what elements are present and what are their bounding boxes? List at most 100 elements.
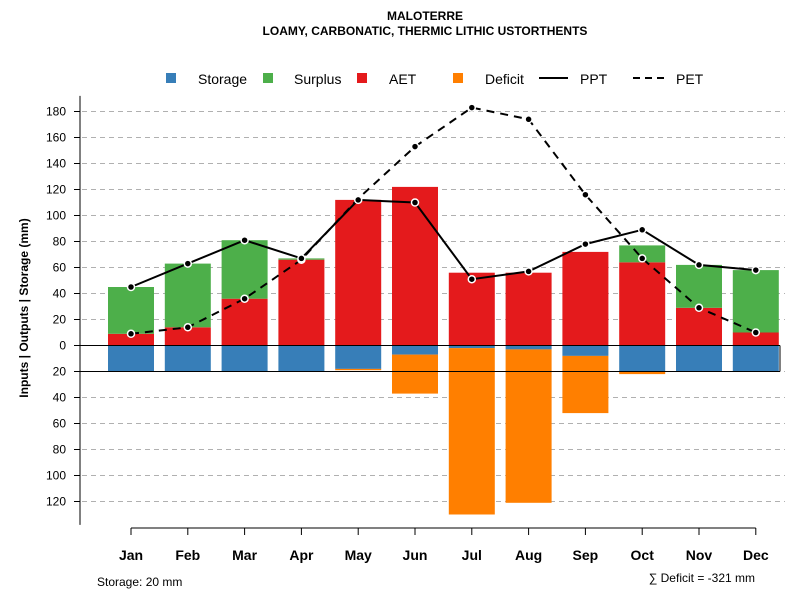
legend: Storage Surplus AET Deficit PPT PET — [166, 71, 704, 87]
chart-subtitle: LOAMY, CARBONATIC, THERMIC LITHIC USTORT… — [263, 24, 588, 38]
deficit-bar — [562, 355, 609, 414]
storage-bar — [221, 345, 268, 372]
ppt-point — [353, 195, 363, 205]
ppt-point — [524, 267, 533, 276]
y-tick-label: 80 — [53, 235, 67, 249]
pet-point — [694, 303, 704, 313]
storage-bar — [108, 345, 154, 372]
y-tick-label: 100 — [46, 209, 66, 223]
ppt-point — [581, 239, 590, 249]
y-tick-label: 0 — [59, 339, 66, 353]
ppt-point — [297, 254, 306, 263]
legend-swatch-deficit — [453, 73, 463, 83]
zero-line — [80, 345, 781, 372]
y-tick-label: 100 — [46, 469, 66, 483]
aet-bar — [164, 327, 211, 346]
pet-point — [751, 328, 761, 337]
deficit-total-note: ∑ Deficit = -321 mm — [649, 571, 755, 585]
x-tick-label: Aug — [515, 547, 542, 563]
legend-swatch-aet — [357, 73, 367, 83]
x-tick-label: Jul — [462, 547, 482, 563]
x-tick-label: May — [345, 547, 372, 563]
aet-bar — [392, 186, 438, 346]
aet-bar — [676, 307, 722, 346]
ppt-line — [130, 198, 756, 288]
surplus-bar — [108, 287, 154, 334]
storage-bar — [335, 345, 382, 369]
aet-bar — [335, 199, 382, 346]
x-tick-label: Mar — [232, 547, 257, 563]
y-tick-label: 180 — [46, 105, 66, 119]
storage-bar — [164, 345, 211, 372]
chart-title: MALOTERRE — [387, 9, 463, 23]
surplus-bar — [221, 240, 268, 299]
legend-swatch-surplus — [263, 73, 273, 83]
pet-point — [126, 329, 136, 339]
deficit-bar — [335, 368, 382, 371]
bars — [108, 186, 779, 515]
legend-label-deficit: Deficit — [485, 71, 524, 87]
aet-bar — [505, 272, 552, 346]
aet-bar — [562, 251, 609, 346]
x-tick-label: Feb — [175, 547, 200, 563]
y-axis-label: Inputs | Outputs | Storage (mm) — [17, 218, 31, 397]
y-tick-label: 140 — [46, 157, 66, 171]
ppt-point — [751, 265, 761, 275]
legend-label-pet: PET — [676, 71, 704, 87]
pet-point — [637, 254, 647, 263]
pet-point — [410, 142, 420, 151]
x-tick-label: Jan — [119, 547, 143, 563]
storage-bar — [732, 345, 779, 372]
pet-point — [240, 294, 249, 303]
storage-bar — [505, 345, 552, 350]
surplus-bar — [164, 263, 211, 328]
storage-bar — [392, 345, 438, 355]
storage-note: Storage: 20 mm — [97, 575, 182, 589]
pet-point — [581, 190, 590, 199]
pet-point — [183, 323, 193, 332]
y-tick-label: 120 — [46, 495, 66, 509]
deficit-bar — [448, 348, 495, 515]
legend-swatch-storage — [166, 73, 176, 83]
y-tick-label: 40 — [53, 287, 67, 301]
lines — [126, 103, 761, 339]
y-axis: 180 160 140 120 100 80 60 40 20 0 20 40 60 80 100 120 — [46, 95, 81, 525]
ppt-point — [240, 235, 249, 245]
legend-label-aet: AET — [389, 71, 417, 87]
ppt-point — [183, 259, 193, 268]
x-axis: Jan Feb Mar Apr May Jun Jul Aug Sep Oct Nov Dec — [119, 527, 769, 563]
ppt-point — [126, 282, 136, 292]
x-tick-label: Nov — [686, 547, 713, 563]
x-tick-label: Apr — [289, 547, 314, 563]
storage-bar — [619, 345, 666, 372]
storage-bar — [562, 345, 609, 356]
ppt-point — [467, 274, 477, 284]
ppt-point — [637, 225, 647, 235]
aet-bar — [278, 259, 325, 346]
storage-bar — [278, 345, 325, 372]
aet-bar — [619, 262, 666, 346]
legend-label-surplus: Surplus — [294, 71, 341, 87]
y-tick-label: 40 — [53, 391, 67, 405]
ppt-point — [694, 260, 704, 270]
y-tick-label: 20 — [53, 313, 67, 327]
y-tick-label: 120 — [46, 183, 66, 197]
pet-point — [467, 103, 477, 112]
x-tick-label: Jun — [403, 547, 428, 563]
deficit-bar — [619, 371, 666, 375]
surplus-bar — [619, 245, 666, 263]
aet-bar — [108, 333, 154, 346]
y-tick-label: 60 — [53, 261, 67, 275]
storage-bar — [448, 345, 495, 349]
storage-bar — [676, 345, 722, 372]
deficit-bar — [392, 354, 438, 394]
pet-point — [524, 115, 533, 124]
surplus-bar — [732, 270, 779, 333]
aet-bar — [448, 272, 495, 346]
y-tick-label: 20 — [53, 365, 67, 379]
aet-bar — [732, 332, 779, 346]
x-tick-label: Dec — [743, 547, 769, 563]
y-tick-label: 80 — [53, 443, 67, 457]
surplus-bar — [676, 264, 722, 308]
